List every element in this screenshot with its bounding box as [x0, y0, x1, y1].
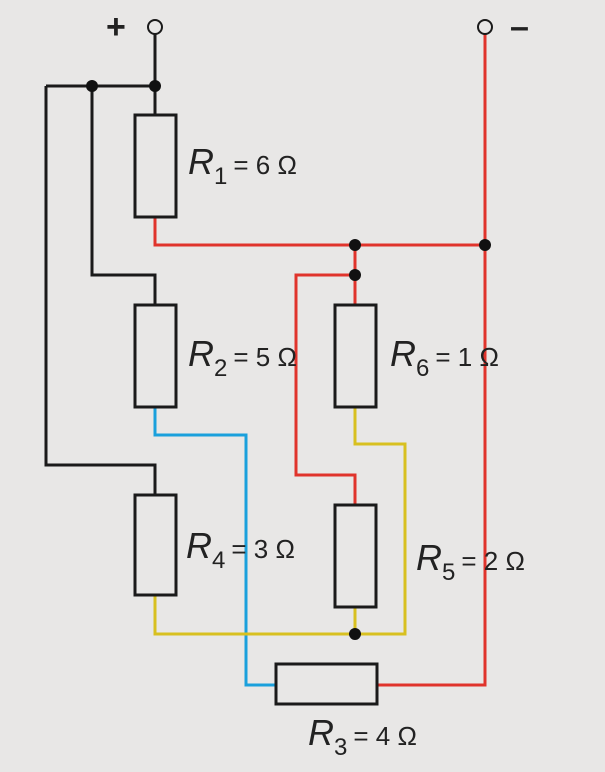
junction-dot	[149, 80, 161, 92]
wire-to-r5	[294, 273, 357, 505]
wire-r4-r5-r6	[153, 407, 407, 636]
label-r3: R3 = 4 Ω	[308, 712, 417, 761]
junction-dot	[349, 239, 361, 251]
resistor-r6	[333, 303, 378, 409]
junction-dot	[86, 80, 98, 92]
resistor-r3	[274, 662, 379, 706]
terminal-plus	[147, 19, 163, 35]
resistors	[133, 113, 379, 706]
wire-r2-to-r3	[153, 407, 276, 687]
label-r5: R5 = 2 Ω	[416, 537, 525, 586]
resistor-r5	[333, 503, 378, 609]
wire-to-r2	[90, 86, 157, 305]
resistor-r1	[133, 113, 178, 219]
wires-black	[44, 34, 157, 495]
label-r4: R4 = 3 Ω	[186, 525, 295, 574]
resistor-r2	[133, 303, 178, 409]
plus-sign: +	[106, 8, 126, 46]
junctions	[86, 80, 491, 640]
wire-left-outer	[44, 86, 157, 495]
junction-dot	[479, 239, 491, 251]
label-r6: R6 = 1 Ω	[390, 333, 499, 382]
label-r2: R2 = 5 Ω	[188, 333, 297, 382]
resistor-r4	[133, 493, 178, 597]
terminals	[147, 19, 493, 35]
terminal-minus	[477, 19, 493, 35]
wire-r1-bottom	[153, 217, 485, 247]
label-r1: R1 = 6 Ω	[188, 141, 297, 190]
junction-dot	[349, 269, 361, 281]
junction-dot	[349, 628, 361, 640]
minus-sign: –	[510, 8, 529, 46]
wires-blue	[153, 407, 276, 687]
